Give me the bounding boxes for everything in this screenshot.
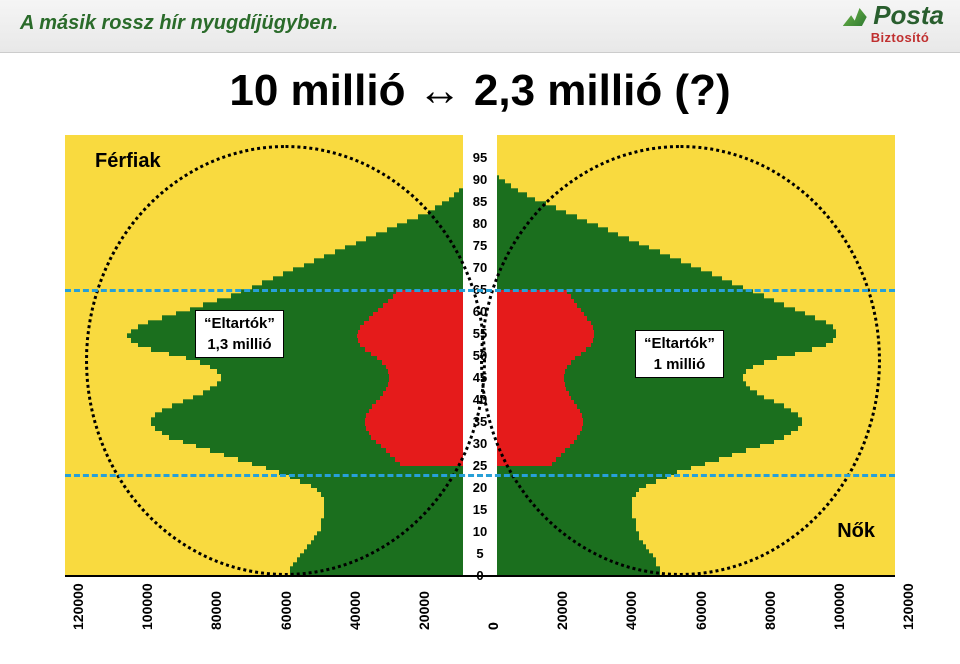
age-tick: 95: [463, 150, 497, 165]
females-label: Nők: [837, 520, 875, 543]
callout-right: “Eltartók” 1 millió: [635, 330, 724, 378]
callout-left-line1: “Eltartók”: [204, 315, 275, 332]
x-tick: 80000: [208, 591, 224, 630]
x-tick: 80000: [762, 591, 778, 630]
age-tick: 85: [463, 194, 497, 209]
dash-lower: [65, 474, 895, 477]
baseline: [65, 575, 895, 577]
logo: Posta Biztosító: [843, 4, 944, 47]
males-label: Férfiak: [95, 150, 161, 173]
age-tick: 90: [463, 172, 497, 187]
x-tick: 120000: [900, 583, 916, 630]
x-tick: 120000: [70, 583, 86, 630]
header-bar: A másik rossz hír nyugdíjügyben. Posta B…: [0, 0, 960, 53]
age-tick: 5: [463, 546, 497, 561]
x-tick: 100000: [831, 583, 847, 630]
age-tick: 15: [463, 502, 497, 517]
callout-right-line1: “Eltartók”: [644, 335, 715, 352]
callout-right-line2: 1 millió: [644, 356, 715, 373]
logo-sub: Biztosító: [871, 30, 929, 45]
x-tick: 0: [485, 622, 501, 630]
age-tick: 75: [463, 238, 497, 253]
x-tick: 40000: [623, 591, 639, 630]
headline: 10 millió ↔ 2,3 millió (?): [0, 66, 960, 116]
age-tick: 20: [463, 480, 497, 495]
dash-upper: [65, 289, 895, 292]
oval-left: [85, 145, 486, 576]
x-tick: 100000: [139, 583, 155, 630]
pyramid-chart: 95908580757065605550454035302520151050 1…: [30, 125, 930, 635]
age-tick: 80: [463, 216, 497, 231]
x-tick: 60000: [693, 591, 709, 630]
x-axis: 1200001000008000060000400002000000200004…: [65, 580, 895, 625]
x-tick: 40000: [347, 591, 363, 630]
callout-left-line2: 1,3 millió: [204, 336, 275, 353]
age-tick: 25: [463, 458, 497, 473]
x-tick: 60000: [278, 591, 294, 630]
leaf-icon: [843, 8, 867, 26]
x-tick: 20000: [416, 591, 432, 630]
age-tick: 10: [463, 524, 497, 539]
callout-left: “Eltartók” 1,3 millió: [195, 310, 284, 358]
logo-text: Posta: [873, 0, 944, 30]
page-title: A másik rossz hír nyugdíjügyben.: [20, 12, 338, 35]
x-tick: 20000: [554, 591, 570, 630]
